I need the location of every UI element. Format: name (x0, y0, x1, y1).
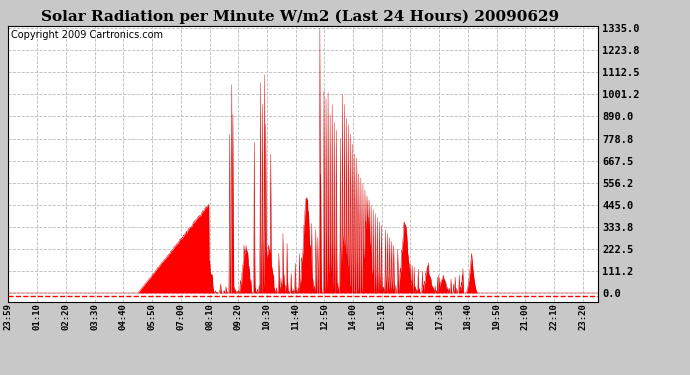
Text: Solar Radiation per Minute W/m2 (Last 24 Hours) 20090629: Solar Radiation per Minute W/m2 (Last 24… (41, 9, 559, 24)
Text: Copyright 2009 Cartronics.com: Copyright 2009 Cartronics.com (11, 30, 164, 40)
